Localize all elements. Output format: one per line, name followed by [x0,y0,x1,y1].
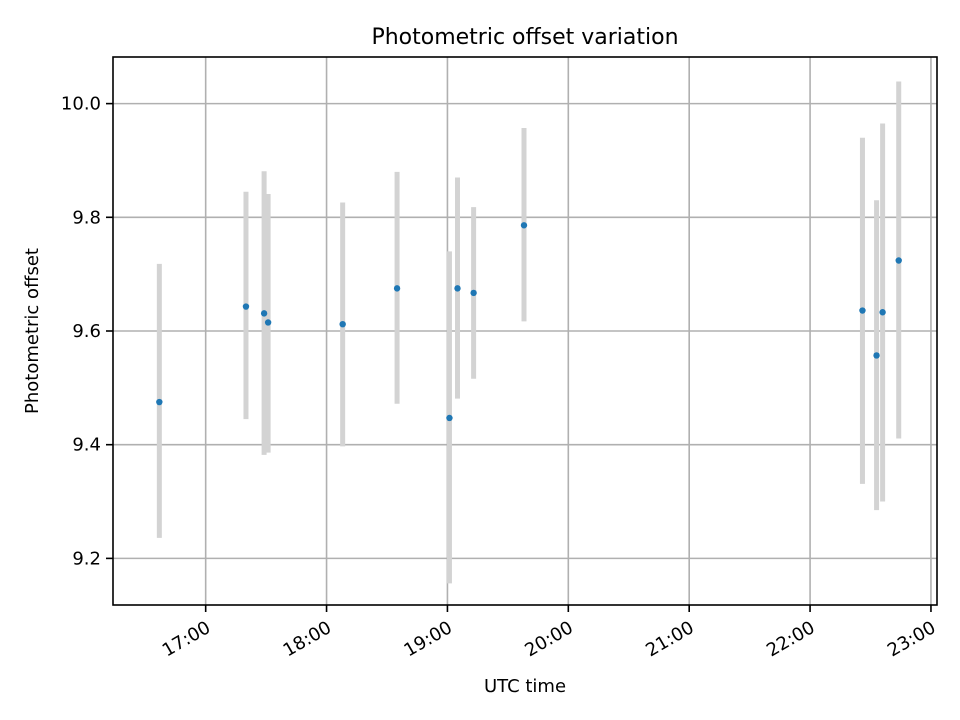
grid [113,57,937,605]
data-point [264,319,272,326]
x-axis-ticks: 17:00 18:00 19:00 20:00 21:00 22:00 23:00 [159,605,939,661]
y-tick-label: 10.0 [61,94,101,115]
data-point [393,285,401,292]
data-point [879,309,886,316]
chart-title: Photometric offset variation [371,25,678,50]
data-points [156,222,902,422]
x-tick-label: 21:00 [642,617,697,661]
data-point [895,257,902,264]
data-point [873,352,880,359]
x-tick-label: 20:00 [521,617,576,661]
x-tick-label: 17:00 [159,617,214,661]
data-point [260,310,268,317]
data-point [454,285,461,292]
x-tick-label: 18:00 [280,617,335,661]
data-point [859,307,866,314]
data-point [470,289,477,297]
x-axis-label: UTC time [484,676,566,697]
data-point [520,222,528,229]
y-tick-label: 9.4 [72,435,101,456]
data-point [156,398,163,406]
data-point [339,320,346,328]
y-axis-ticks: 9.2 9.4 9.6 9.8 10.0 [61,94,113,569]
x-tick-label: 23:00 [884,617,939,661]
x-tick-label: 22:00 [763,617,818,661]
data-point [242,303,250,310]
data-point [446,414,453,422]
y-tick-label: 9.8 [72,207,101,228]
error-bars [156,81,902,584]
x-tick-label: 19:00 [401,617,456,661]
y-tick-label: 9.2 [72,548,101,569]
y-tick-label: 9.6 [72,321,101,342]
y-axis-label: Photometric offset [22,248,43,414]
